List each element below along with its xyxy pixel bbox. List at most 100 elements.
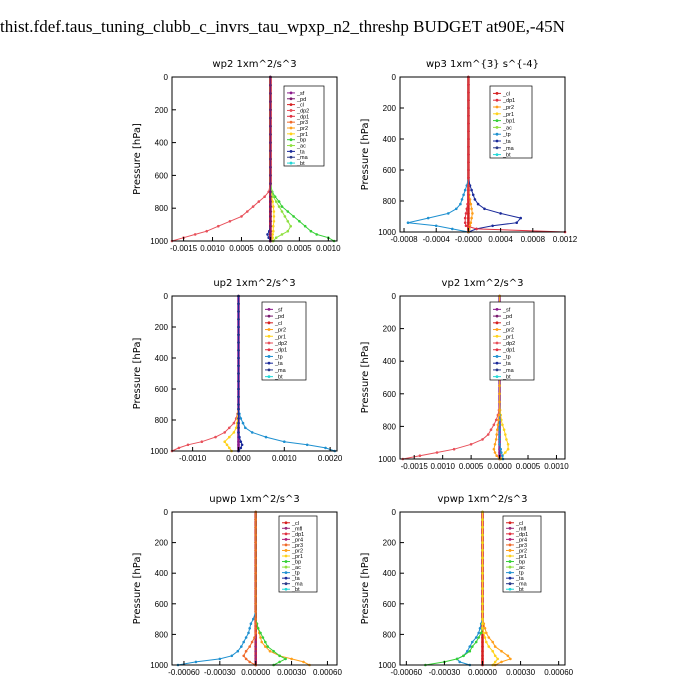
data-point (501, 423, 504, 427)
legend-label: _bp1 (502, 119, 515, 125)
data-point (237, 440, 240, 444)
legend-marker (284, 543, 288, 547)
data-point (250, 640, 254, 644)
data-point (284, 657, 287, 661)
legend-marker (508, 543, 512, 547)
legend-marker (508, 582, 512, 586)
data-point (501, 454, 504, 458)
data-point (244, 649, 248, 653)
legend-marker (495, 119, 499, 122)
legend-label: _cl (515, 521, 523, 527)
data-point (471, 645, 474, 648)
data-point (463, 221, 467, 224)
data-point (309, 229, 313, 233)
data-point (483, 207, 486, 211)
y-tick-label: 800 (383, 197, 397, 206)
legend-label: _ta (515, 576, 525, 582)
legend-marker (495, 105, 499, 109)
legend-marker (284, 532, 288, 536)
y-tick-label: 200 (383, 325, 397, 334)
subplot-5: vpwp 1xm^2/s^3 Pressure [hPa] 0 200 400 600 80… (360, 494, 574, 677)
legend-label: _ta (274, 361, 284, 367)
data-point (497, 418, 500, 422)
data-point (223, 431, 226, 434)
legend-label: _ac (291, 565, 301, 571)
legend-label: _pr2 (515, 548, 527, 554)
data-point (283, 440, 286, 444)
data-point (232, 421, 236, 425)
legend-marker (267, 368, 271, 372)
data-point (272, 229, 275, 233)
y-tick-label: 400 (155, 569, 169, 578)
plot-frame (171, 76, 338, 242)
data-point (496, 657, 500, 661)
data-point (474, 640, 478, 644)
legend-label: _tp (502, 132, 511, 138)
legend-marker (495, 126, 499, 129)
subplot-title: wp3 1xm^{3} s^{-4} (426, 59, 539, 70)
legend-marker (508, 532, 512, 536)
legend-marker (289, 97, 293, 101)
data-point (464, 224, 468, 228)
legend-label: _ta (296, 149, 306, 155)
data-point (467, 106, 470, 110)
data-point (254, 549, 257, 552)
data-point (254, 533, 257, 537)
data-point (254, 622, 257, 625)
subplot-3: vp2 1xm^2/s^3 Pressure [hPa] 0 200 400 600 800… (360, 278, 569, 471)
x-tick-label: 0.0005 (229, 244, 254, 253)
data-point (239, 440, 243, 444)
data-point (248, 627, 251, 630)
data-point (315, 233, 319, 236)
x-tick-label: -0.00060 (391, 668, 423, 677)
data-point (467, 83, 470, 87)
data-point (481, 654, 484, 658)
data-point (228, 446, 231, 450)
data-point (481, 564, 484, 567)
data-point (467, 198, 470, 201)
data-point (435, 451, 439, 454)
data-point (260, 640, 264, 644)
x-tick-label: 0.0012 (553, 235, 578, 244)
data-point (482, 631, 486, 635)
legend-label: _bp (291, 560, 301, 566)
legend-label: _ma (274, 368, 287, 374)
data-point (447, 212, 450, 215)
data-point (247, 631, 250, 635)
legend-label: _ma (291, 582, 304, 588)
data-point (251, 205, 255, 208)
data-point (506, 443, 510, 446)
x-tick-label: 0.0005 (459, 462, 484, 471)
legend-label: _mfl (291, 526, 302, 532)
legend-marker (267, 321, 271, 325)
subplot-title: wp2 1xm^2/s^3 (212, 59, 296, 70)
subplot-title: vp2 1xm^2/s^3 (442, 278, 524, 289)
data-point (228, 435, 231, 439)
series-line-_tp (407, 77, 469, 233)
data-point (495, 454, 499, 458)
legend-label: _bt (296, 161, 305, 167)
x-tick-label: 0.0010 (430, 462, 455, 471)
data-point (230, 654, 234, 658)
data-point (271, 200, 275, 203)
y-tick-label: 800 (383, 630, 397, 639)
legend-label: _bt (274, 375, 283, 381)
data-point (269, 124, 272, 128)
legend-label: _bt (291, 587, 300, 593)
data-point (237, 333, 240, 337)
series-line-_tp (456, 512, 483, 666)
data-point (205, 229, 208, 233)
y-tick-label: 1000 (150, 661, 168, 670)
legend-marker (508, 521, 512, 525)
legend-label: _ma (502, 368, 515, 374)
legend-marker (495, 348, 499, 352)
legend-marker (289, 103, 293, 107)
legend-marker (495, 321, 499, 325)
x-tick-label: 0.0000 (487, 462, 512, 471)
data-point (468, 645, 472, 648)
legend-marker (508, 526, 512, 530)
data-point (467, 221, 470, 224)
x-tick-label: 0.0004 (488, 235, 513, 244)
data-point (237, 325, 240, 329)
data-point (274, 236, 278, 239)
